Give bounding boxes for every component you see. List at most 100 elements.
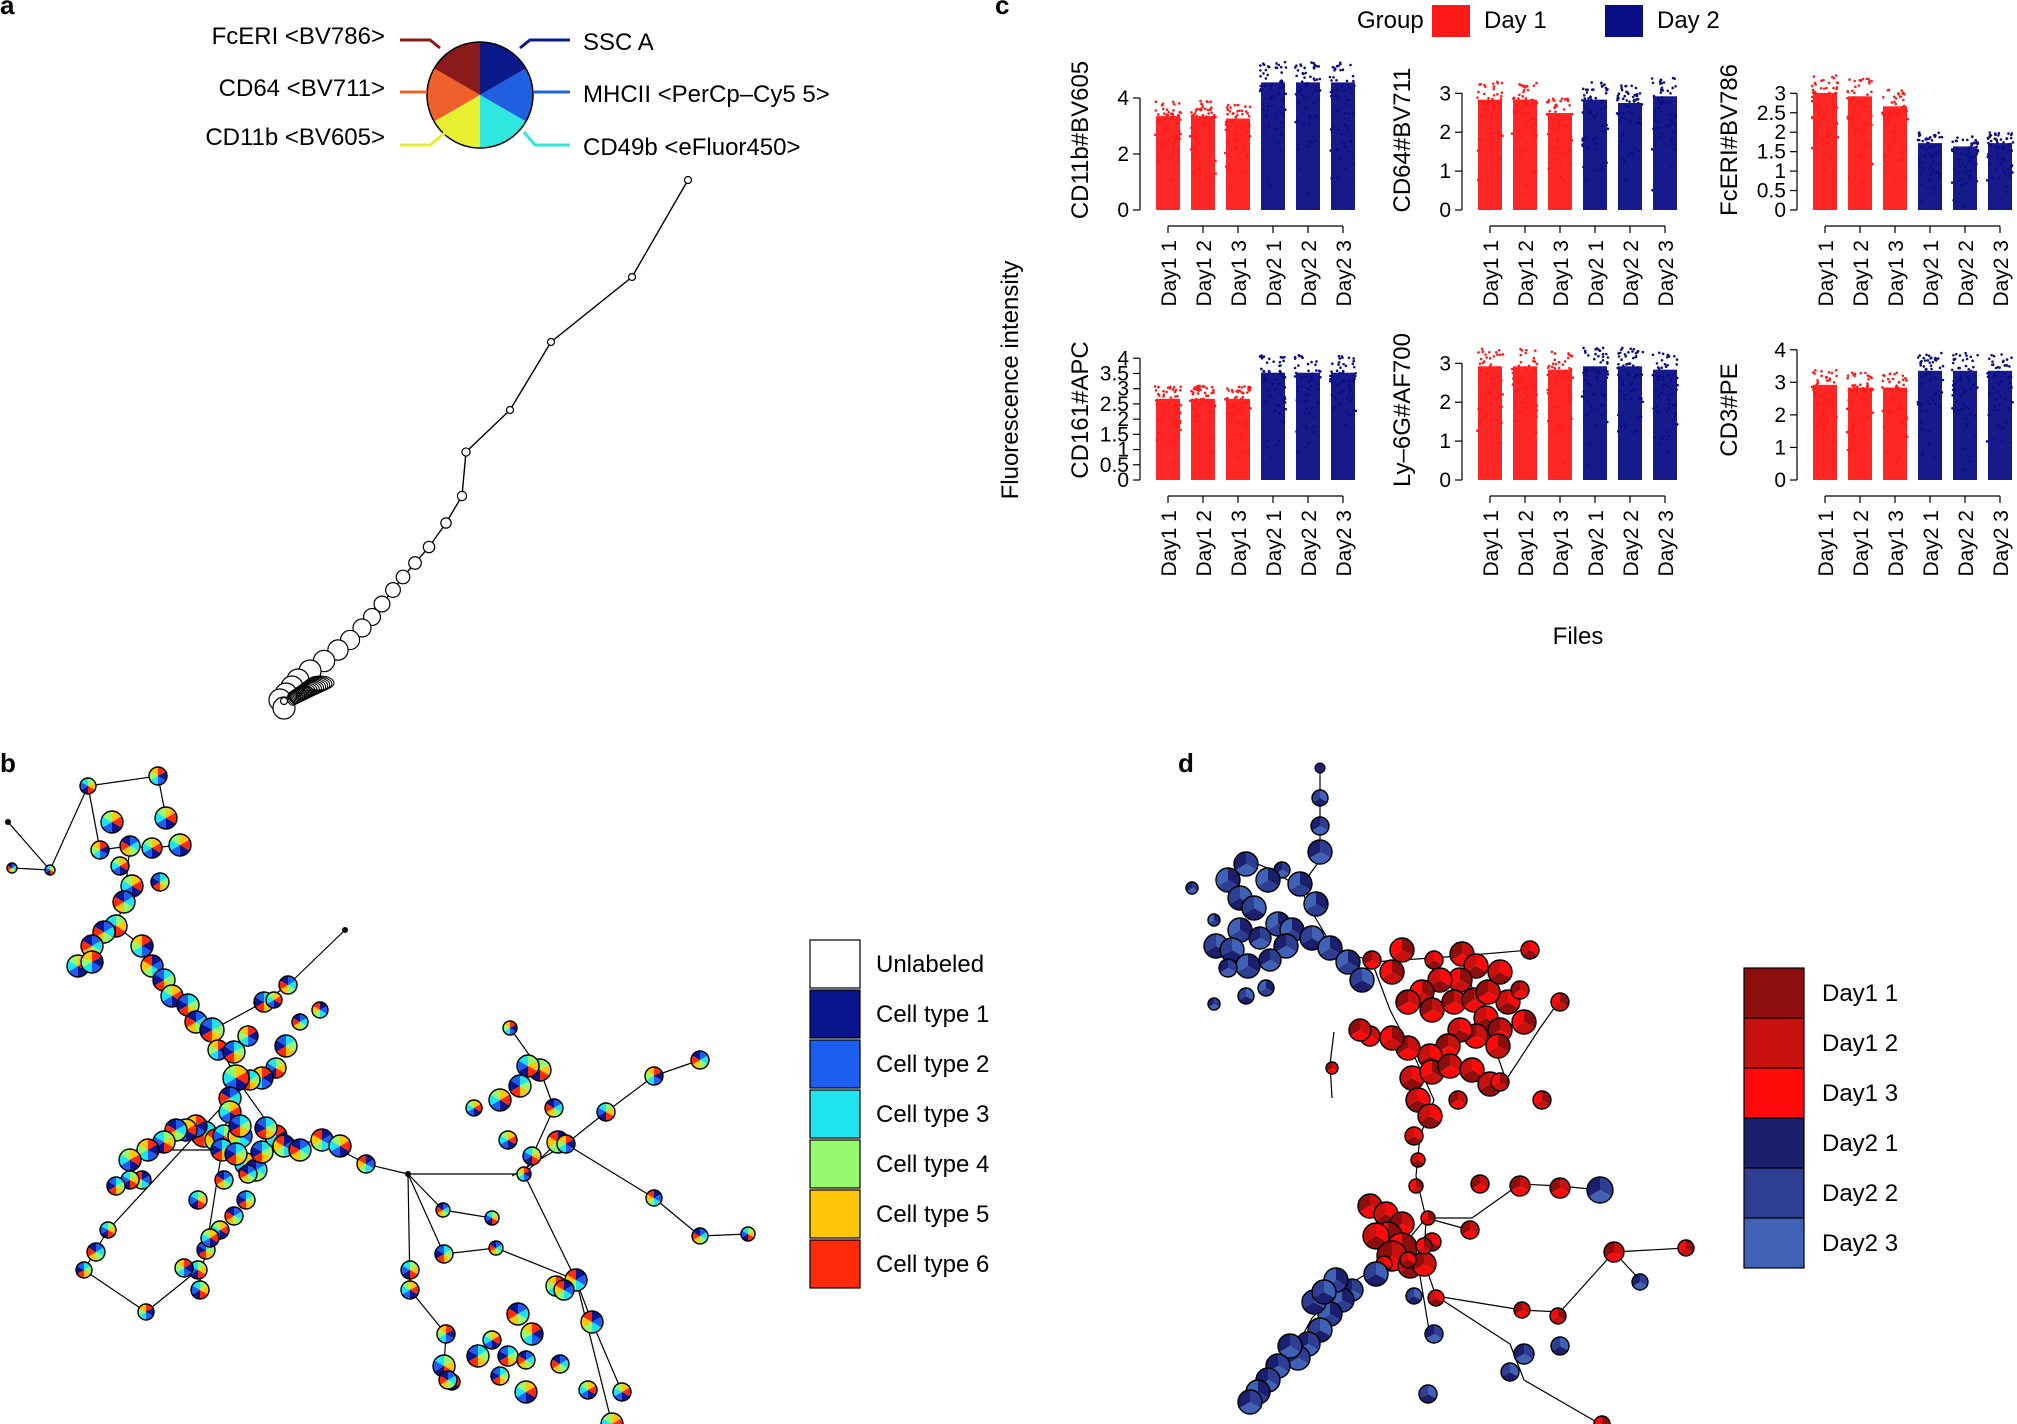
scatter-point (1817, 400, 1820, 403)
scatter-point (1520, 154, 1523, 158)
scatter-point (1886, 89, 1890, 92)
mst-node (1520, 940, 1540, 960)
subplot-ylabel: CD64#BV711 (1389, 68, 1416, 213)
scatter-point (1284, 66, 1288, 69)
scatter-point (1533, 384, 1536, 388)
trajectory-node (395, 569, 411, 585)
scatter-point (1931, 153, 1935, 157)
scatter-point (1833, 437, 1837, 441)
scatter-point (1171, 388, 1175, 391)
scatter-point (1933, 151, 1937, 155)
scatter-point (1936, 171, 1939, 175)
scatter-point (1293, 375, 1297, 378)
scatter-point (1273, 127, 1277, 130)
pie-slice (540, 1064, 552, 1076)
pie-outline (1513, 1343, 1535, 1365)
scatter-point (1623, 94, 1627, 98)
scatter-point (1212, 116, 1215, 119)
scatter-point (1651, 373, 1655, 377)
scatter-point (1522, 99, 1525, 102)
scatter-point (1177, 102, 1181, 105)
scatter-point (1905, 379, 1908, 383)
scatter-point (1283, 386, 1287, 389)
scatter-point (1317, 65, 1321, 68)
scatter-point (1174, 395, 1177, 398)
scatter-point (1535, 415, 1538, 418)
pie-outline (1389, 937, 1415, 963)
mst-node (1311, 789, 1329, 807)
scatter-point (1311, 92, 1315, 95)
mst-node (1550, 1336, 1570, 1356)
scatter-point (1898, 139, 1901, 143)
scatter-point (1209, 450, 1213, 454)
legend-title: Group (1357, 7, 1424, 34)
scatter-point (1960, 152, 1963, 155)
pie-slice (564, 1285, 574, 1295)
scatter-point (1965, 153, 1969, 156)
scatter-point (1559, 176, 1562, 179)
scatter-point (1188, 134, 1192, 138)
scatter-point (1997, 424, 2001, 428)
scatter-point (1532, 130, 1535, 134)
scatter-strip (1985, 131, 2015, 210)
scatter-point (1970, 156, 1973, 159)
scatter-point (1281, 99, 1285, 102)
scatter-point (1849, 437, 1852, 441)
scatter-point (1243, 401, 1247, 405)
scatter-point (1201, 113, 1205, 117)
scatter-point (1176, 113, 1180, 117)
scatter-point (1493, 106, 1496, 109)
mst-node (214, 1170, 234, 1190)
scatter-point (1641, 350, 1645, 354)
scatter-point (1237, 103, 1240, 107)
scatter-strip (1329, 354, 1358, 480)
scatter-point (1594, 147, 1598, 151)
scatter-point (1956, 158, 1960, 162)
scatter-point (1918, 157, 1921, 161)
scatter-point (1485, 110, 1489, 114)
scatter-point (2010, 149, 2014, 152)
pie-slice (148, 1144, 159, 1156)
x-tick-label: Day1 3 (1885, 510, 1908, 577)
scatter-point (1669, 380, 1672, 383)
pie-slice (81, 940, 92, 952)
scatter-point (1280, 82, 1284, 85)
scatter-point (1623, 398, 1626, 401)
pie-slice (142, 940, 154, 952)
scatter-point (1675, 423, 1679, 426)
scatter-point (1210, 436, 1214, 440)
mst-node (400, 1280, 420, 1300)
mst-node (200, 1228, 220, 1248)
scatter-point (1229, 106, 1232, 109)
scatter-point (1588, 383, 1591, 386)
scatter-point (1294, 371, 1298, 375)
mst-node (1475, 979, 1501, 1005)
scatter-point (1993, 137, 1997, 140)
scatter-point (2005, 421, 2009, 424)
scatter-point (1986, 153, 1990, 156)
scatter-point (1338, 371, 1341, 375)
pie-slice (692, 1232, 700, 1240)
scatter-point (1627, 92, 1630, 95)
scatter-point (1653, 435, 1656, 439)
scatter-point (1849, 448, 1853, 451)
scatter-point (1308, 114, 1312, 118)
scatter-point (1961, 162, 1964, 165)
scatter-point (1668, 142, 1671, 146)
scatter-point (1924, 138, 1927, 141)
mst-node (1408, 1178, 1424, 1194)
scatter-point (1931, 168, 1935, 171)
scatter-point (1245, 154, 1248, 158)
scatter-point (1243, 145, 1247, 148)
scatter-point (1922, 365, 1926, 368)
scatter-point (1165, 108, 1169, 112)
scatter-point (1630, 112, 1634, 115)
scatter-point (1901, 406, 1905, 410)
scatter-point (1994, 398, 1997, 401)
pie-outline (1311, 1279, 1337, 1305)
mst-node (99, 1221, 117, 1239)
pie-slice (148, 771, 158, 781)
scatter-point (1209, 100, 1212, 103)
scatter-point (1156, 418, 1159, 422)
